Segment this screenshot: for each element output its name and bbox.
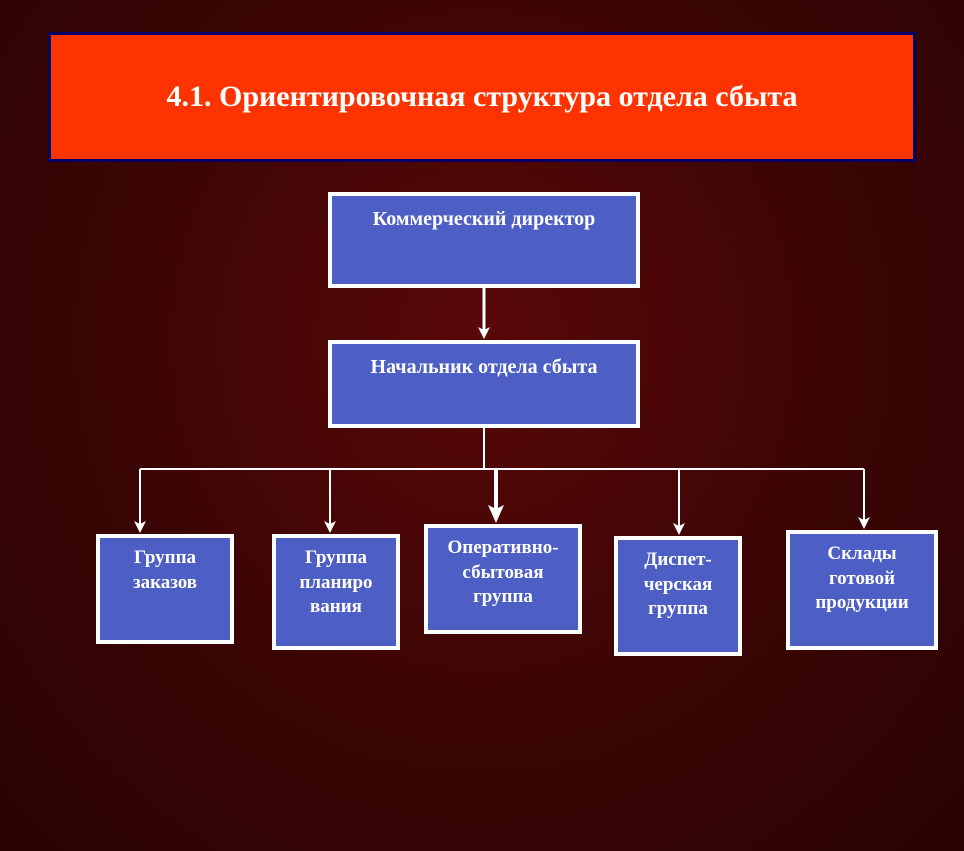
node-head-label: Начальник отдела сбыта: [371, 354, 598, 380]
node-director-label: Коммерческий директор: [373, 206, 596, 232]
node-warehouse: Склады готовой продукции: [786, 530, 938, 650]
node-operative-label: Оперативно-сбытовая группа: [447, 537, 558, 607]
node-orders-label: Группа заказов: [133, 547, 197, 593]
node-operative: Оперативно-сбытовая группа: [424, 524, 582, 634]
node-warehouse-label: Склады готовой продукции: [815, 543, 908, 613]
node-planning: Группа планиро вания: [272, 534, 400, 650]
title-banner: 4.1. Ориентировочная структура отдела сб…: [48, 32, 916, 162]
node-dispatch-label: Диспет-черская группа: [644, 549, 713, 619]
slide-title: 4.1. Ориентировочная структура отдела сб…: [166, 80, 797, 114]
node-dispatch: Диспет-черская группа: [614, 536, 742, 656]
node-planning-label: Группа планиро вания: [299, 547, 372, 617]
node-head: Начальник отдела сбыта: [328, 340, 640, 428]
node-director: Коммерческий директор: [328, 192, 640, 288]
node-orders: Группа заказов: [96, 534, 234, 644]
